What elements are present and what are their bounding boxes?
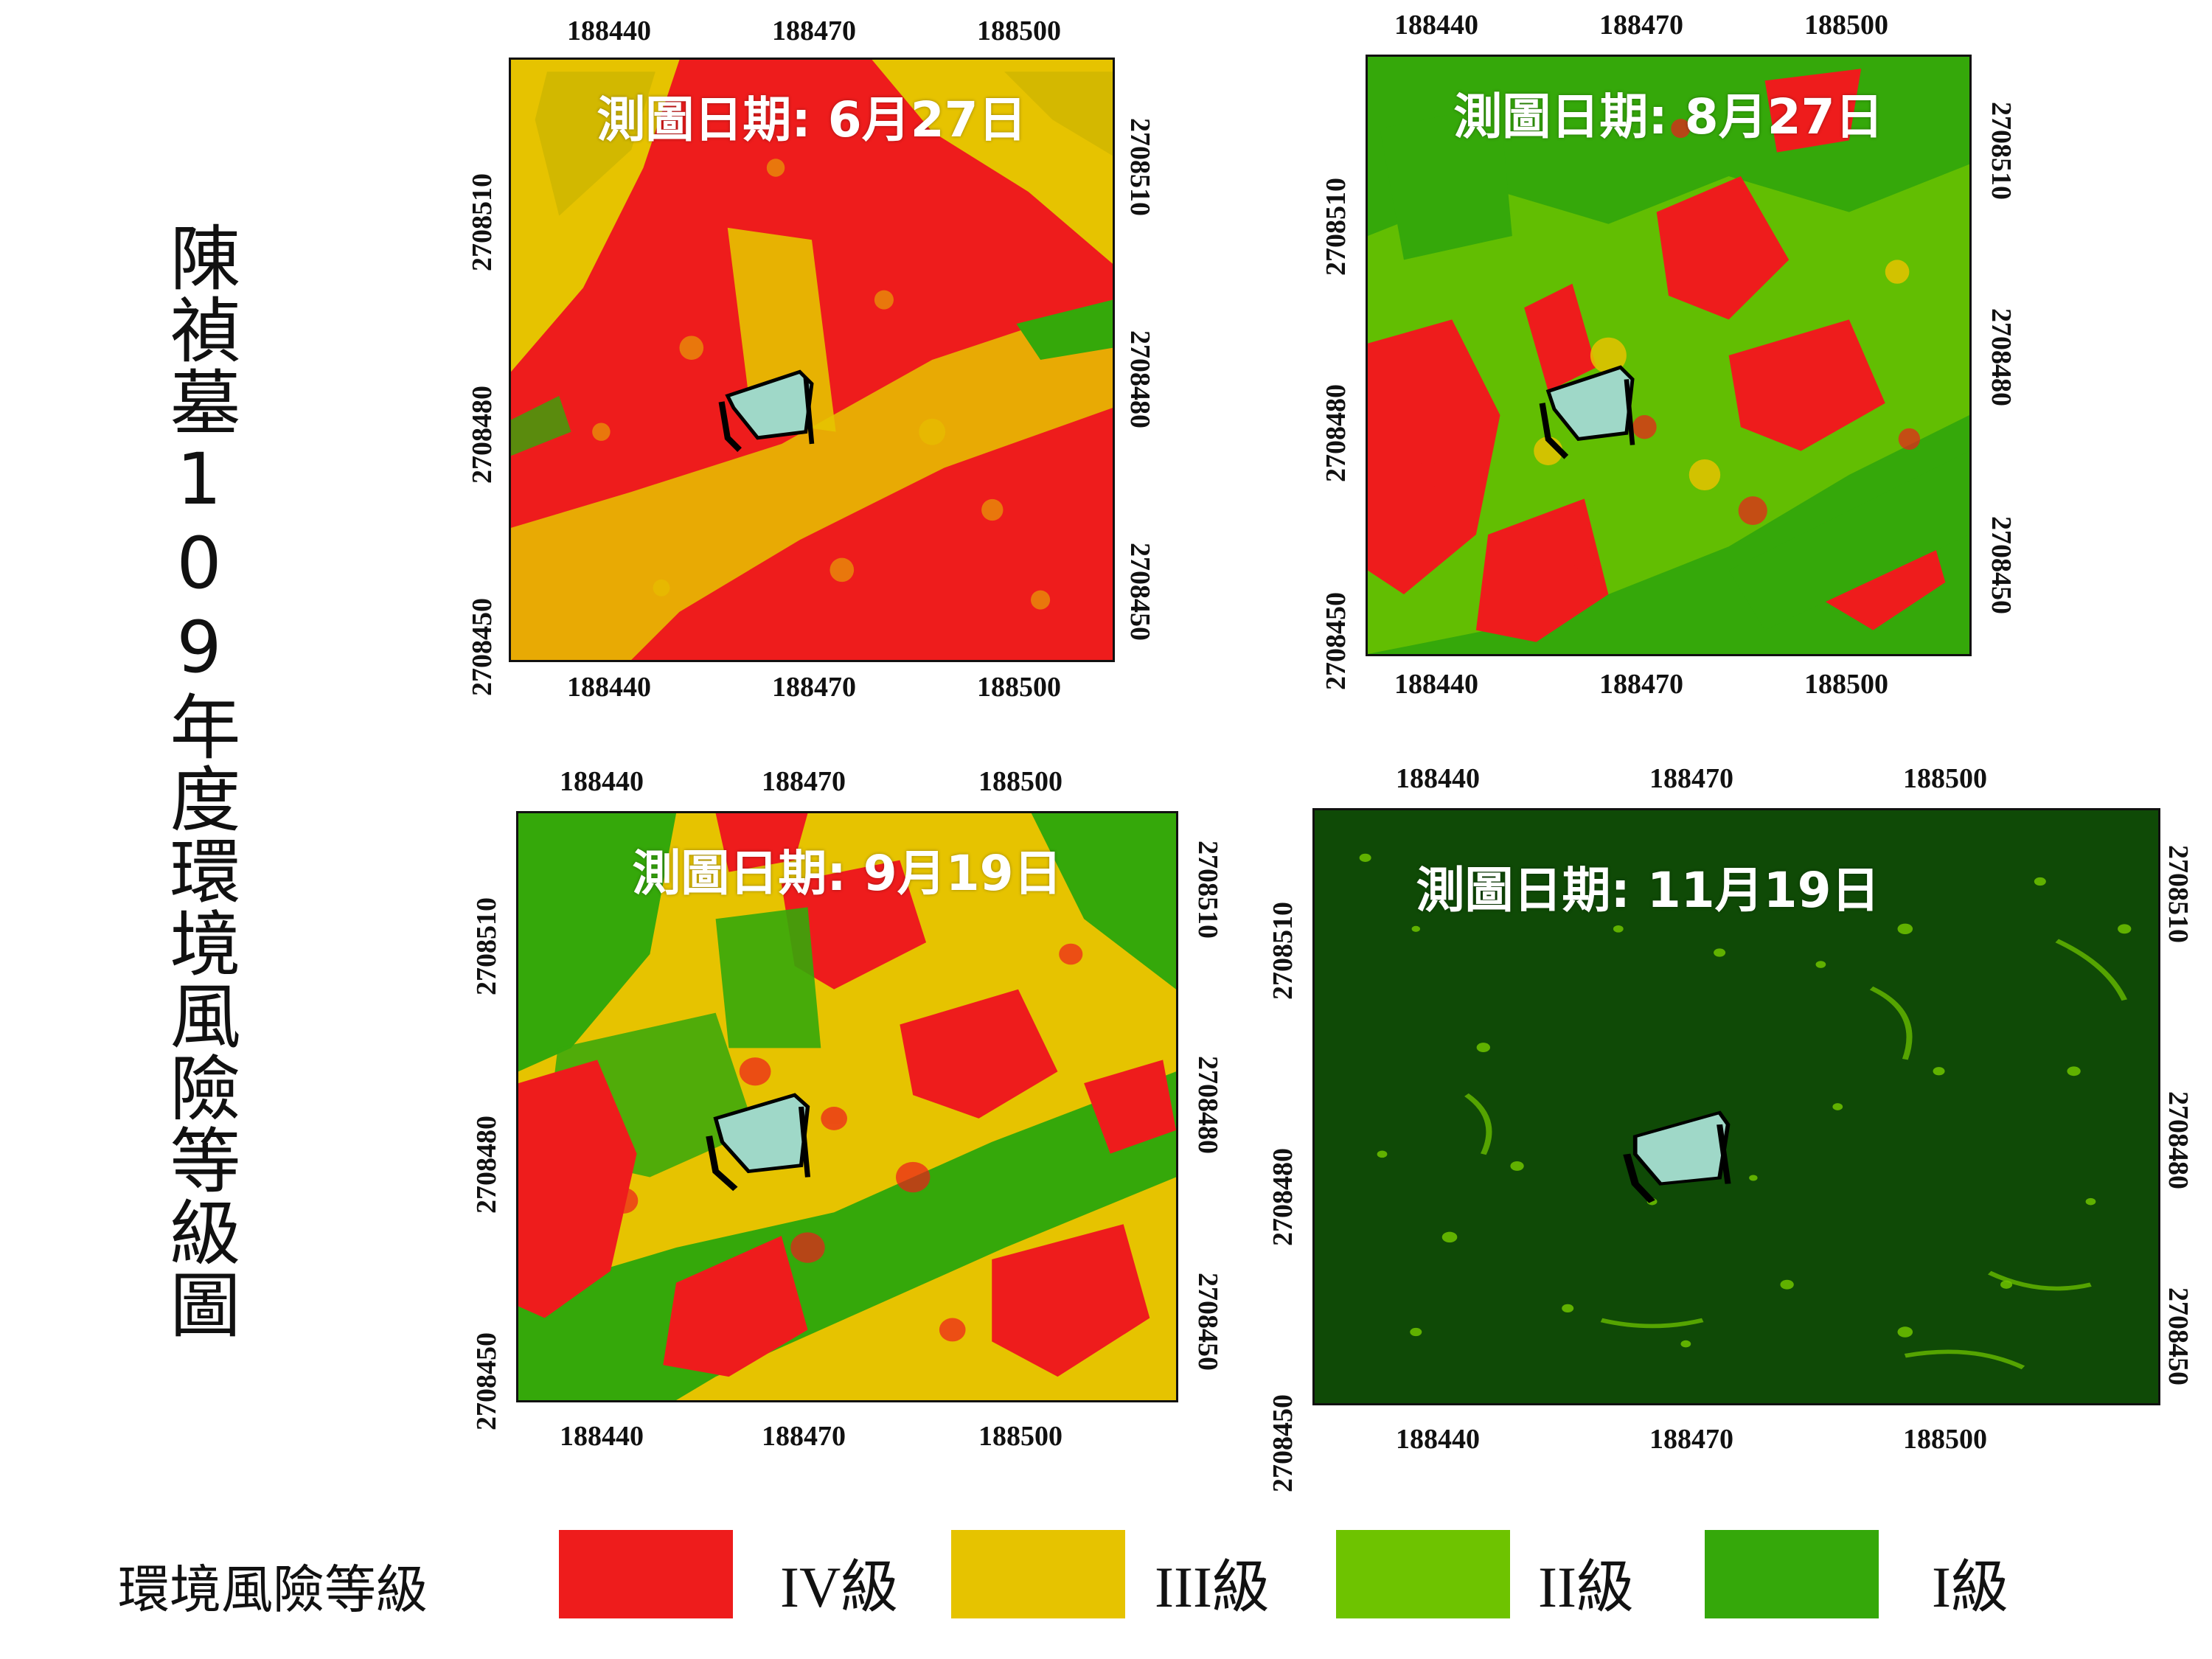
y-tick-label: 2708450 (467, 598, 498, 696)
x-tick-label: 188470 (762, 766, 846, 797)
x-tick-label: 188470 (772, 15, 856, 46)
x-tick-label: 188500 (1903, 763, 1987, 794)
x-tick-label: 188440 (1396, 763, 1480, 794)
y-tick-label: 2708480 (1321, 384, 1352, 482)
tomb-site-outline (718, 369, 815, 452)
y-tick-label: 2708510 (2163, 845, 2194, 943)
y-tick-label: 2708510 (1321, 178, 1352, 276)
legend: 環境風險等級 IV級 III級 II級 I級 (0, 1519, 2212, 1630)
x-tick-label: 188500 (1804, 669, 1888, 700)
legend-label-iv: IV級 (780, 1555, 899, 1619)
risk-map-sep19 (518, 813, 1176, 1400)
risk-map-jun27 (511, 60, 1113, 660)
y-tick-label: 2708480 (2163, 1091, 2194, 1189)
map-panel-aug27: 測圖日期: 8月27日 188440 188470 188500 188440 … (1321, 10, 2017, 700)
x-tick-label: 188470 (762, 1421, 846, 1452)
x-tick-label: 188500 (978, 766, 1062, 797)
x-tick-label: 188440 (1394, 669, 1478, 700)
x-tick-label: 188470 (1649, 763, 1733, 794)
y-tick-label: 2708480 (1192, 1056, 1223, 1154)
map-panel-sep19: 測圖日期: 9月19日 188440 188470 188500 188440 … (471, 766, 1223, 1452)
y-tick-label: 2708510 (1192, 841, 1223, 939)
map-panel-nov19: 測圖日期: 11月19日 188440 188470 188500 188440… (1267, 763, 2194, 1492)
y-tick-label: 2708480 (1124, 330, 1155, 428)
page-title: 陳禎墓109年度環境風險等級圖 (158, 221, 240, 1340)
y-tick-label: 2708510 (467, 173, 498, 271)
x-tick-label: 188440 (567, 15, 651, 46)
y-tick-label: 2708480 (467, 386, 498, 484)
y-tick-label: 2708480 (471, 1116, 502, 1214)
y-tick-label: 2708480 (1267, 1148, 1298, 1246)
y-tick-label: 2708510 (1124, 118, 1155, 216)
x-tick-label: 188500 (977, 672, 1061, 703)
tomb-site-outline (1539, 365, 1635, 459)
y-tick-label: 2708480 (1986, 308, 2017, 406)
y-tick-label: 2708450 (1267, 1394, 1298, 1492)
y-tick-label: 2708450 (471, 1332, 502, 1430)
legend-swatch-iv (559, 1530, 733, 1618)
x-tick-label: 188470 (1599, 669, 1683, 700)
x-tick-label: 188440 (1394, 10, 1478, 41)
y-tick-label: 2708450 (2163, 1287, 2194, 1385)
x-tick-label: 188440 (1396, 1424, 1480, 1455)
legend-swatch-i (1705, 1530, 1879, 1618)
y-tick-label: 2708510 (1267, 902, 1298, 1000)
survey-date-label: 測圖日期: 6月27日 (597, 91, 1027, 148)
y-tick-label: 2708510 (1986, 102, 2017, 200)
legend-label-i: I級 (1932, 1555, 2008, 1619)
survey-date-label: 測圖日期: 8月27日 (1453, 88, 1884, 145)
y-tick-label: 2708450 (1986, 516, 2017, 614)
y-tick-label: 2708450 (1321, 592, 1352, 690)
map-panel-jun27: 測圖日期: 6月27日 188440 188470 188500 188440 … (467, 15, 1155, 703)
survey-date-label: 測圖日期: 11月19日 (1416, 862, 1880, 919)
x-tick-label: 188500 (1903, 1424, 1987, 1455)
risk-map-aug27 (1368, 57, 1969, 654)
x-tick-label: 188440 (567, 672, 651, 703)
legend-title: 環境風險等級 (118, 1559, 428, 1620)
x-tick-label: 188440 (560, 766, 644, 797)
legend-label-iii: III級 (1155, 1555, 1270, 1619)
x-tick-label: 188470 (772, 672, 856, 703)
x-tick-label: 188440 (560, 1421, 644, 1452)
risk-map-nov19 (1315, 810, 2158, 1403)
tomb-site-outline (1623, 1110, 1731, 1203)
x-tick-label: 188470 (1599, 10, 1683, 41)
survey-date-label: 測圖日期: 9月19日 (632, 845, 1062, 902)
x-tick-label: 188500 (1804, 10, 1888, 41)
legend-swatch-iii (951, 1530, 1125, 1618)
legend-label-ii: II級 (1538, 1555, 1634, 1619)
x-tick-label: 188500 (978, 1421, 1062, 1452)
y-tick-label: 2708450 (1192, 1273, 1223, 1371)
legend-swatch-ii (1336, 1530, 1510, 1618)
x-tick-label: 188500 (977, 15, 1061, 46)
y-tick-label: 2708450 (1124, 543, 1155, 641)
y-tick-label: 2708510 (471, 897, 502, 995)
x-tick-label: 188470 (1649, 1424, 1733, 1455)
tomb-site-outline (706, 1093, 811, 1192)
